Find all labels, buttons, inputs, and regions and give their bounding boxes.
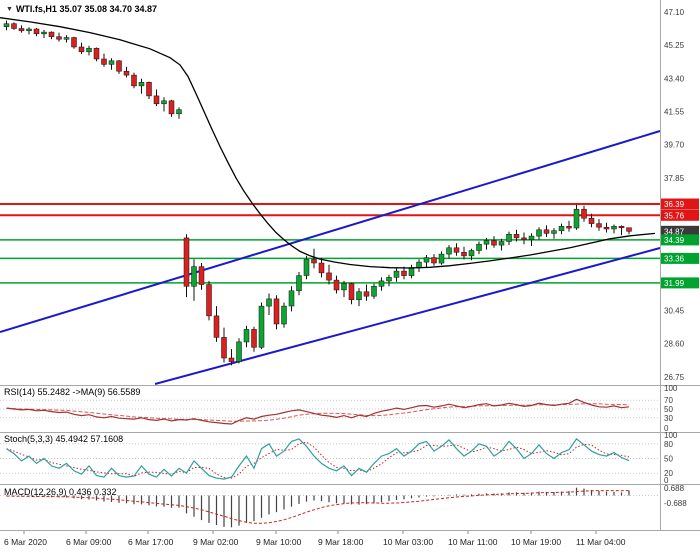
svg-text:43.40: 43.40 <box>664 74 685 83</box>
svg-text:33.36: 33.36 <box>664 254 685 263</box>
svg-text:10 Mar 03:00: 10 Mar 03:00 <box>383 537 433 547</box>
macd-panel[interactable]: 0.688 -0.688 <box>0 484 687 528</box>
rsi-header: RSI(14) 55.2482 ->MA(9) 56.5589 <box>4 387 141 397</box>
svg-text:34.87: 34.87 <box>664 227 685 236</box>
price-axis[interactable]: 47.10 45.25 43.40 41.55 39.70 37.85 30.45 28.60… <box>661 8 699 382</box>
svg-text:39.70: 39.70 <box>664 141 685 150</box>
panel-separators <box>0 0 700 531</box>
svg-text:30.45: 30.45 <box>664 307 685 316</box>
svg-text:45.25: 45.25 <box>664 41 685 50</box>
svg-text:28.60: 28.60 <box>664 340 685 349</box>
svg-text:37.85: 37.85 <box>664 174 685 183</box>
svg-text:34.39: 34.39 <box>664 236 685 245</box>
svg-text:6 Mar 09:00: 6 Mar 09:00 <box>66 537 112 547</box>
svg-text:50: 50 <box>664 455 673 464</box>
svg-text:-0.688: -0.688 <box>664 499 687 508</box>
svg-text:11 Mar 04:00: 11 Mar 04:00 <box>576 537 626 547</box>
horizontal-lines[interactable] <box>0 203 660 284</box>
svg-text:30: 30 <box>664 414 673 423</box>
svg-text:6 Mar 2020: 6 Mar 2020 <box>4 537 47 547</box>
symbol-ohlc-header: ▼ WTI.fs,H1 35.07 35.08 34.70 34.87 <box>6 4 157 14</box>
time-axis[interactable]: 6 Mar 2020 6 Mar 09:00 6 Mar 17:00 9 Mar 02… <box>4 531 626 547</box>
svg-text:50: 50 <box>664 405 673 414</box>
ma-line <box>0 17 656 269</box>
svg-text:26.75: 26.75 <box>664 373 685 382</box>
svg-text:9 Mar 10:00: 9 Mar 10:00 <box>256 537 302 547</box>
svg-text:9 Mar 18:00: 9 Mar 18:00 <box>318 537 364 547</box>
svg-text:10 Mar 19:00: 10 Mar 19:00 <box>511 537 561 547</box>
svg-text:20: 20 <box>664 469 673 478</box>
svg-text:0: 0 <box>664 476 669 485</box>
svg-text:100: 100 <box>664 384 678 393</box>
svg-text:35.76: 35.76 <box>664 211 685 220</box>
svg-text:100: 100 <box>664 431 678 440</box>
svg-text:10 Mar 11:00: 10 Mar 11:00 <box>448 537 498 547</box>
symbol-ohlc-text: WTI.fs,H1 35.07 35.08 34.70 34.87 <box>15 4 158 14</box>
symbol-icon: ▼ <box>6 6 13 13</box>
svg-text:9 Mar 02:00: 9 Mar 02:00 <box>193 537 239 547</box>
trendlines[interactable] <box>0 130 661 385</box>
stoch-header: Stoch(5,3,3) 45.4942 57.1608 <box>4 434 124 444</box>
macd-header: MACD(12,26,9) 0.436 0.332 <box>4 487 117 497</box>
svg-text:36.39: 36.39 <box>664 200 685 209</box>
svg-text:31.99: 31.99 <box>664 279 685 288</box>
svg-text:6 Mar 17:00: 6 Mar 17:00 <box>128 537 174 547</box>
svg-text:0.688: 0.688 <box>664 484 685 493</box>
candles <box>3 20 632 366</box>
svg-text:70: 70 <box>664 396 673 405</box>
svg-text:80: 80 <box>664 440 673 449</box>
svg-text:0: 0 <box>664 424 669 433</box>
svg-text:41.55: 41.55 <box>664 108 685 117</box>
svg-text:47.10: 47.10 <box>664 8 685 17</box>
